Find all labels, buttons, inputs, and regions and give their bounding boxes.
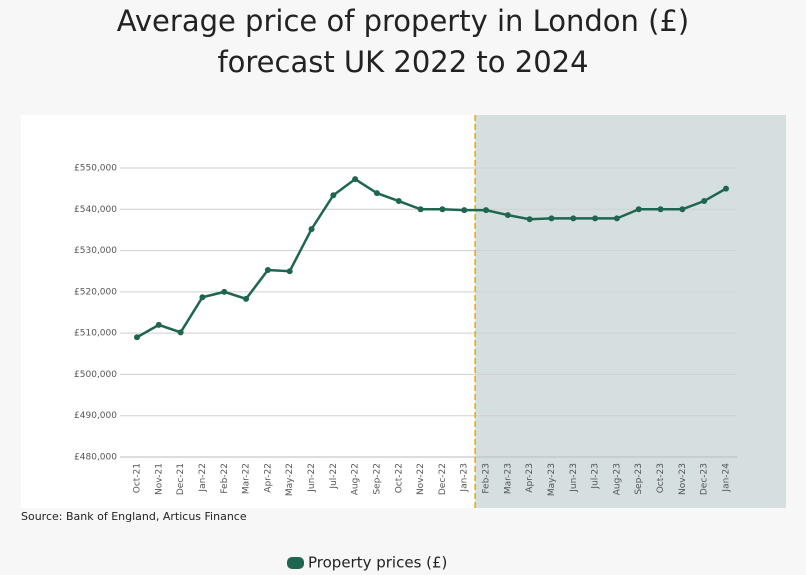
data-point — [155, 321, 162, 328]
x-tick-label: Jun-23 — [569, 463, 579, 493]
x-tick-label: Nov-22 — [416, 463, 426, 495]
x-tick-label: Nov-21 — [154, 463, 164, 495]
data-point — [243, 295, 250, 302]
chart-subtitle: forecast UK 2022 to 2024 — [217, 45, 588, 79]
x-tick-label: Dec-21 — [176, 463, 186, 495]
x-tick-label: Jul-22 — [329, 463, 339, 490]
x-tick-label: Mar-22 — [242, 463, 252, 494]
data-point — [526, 216, 533, 223]
x-tick-label: Jan-24 — [722, 463, 732, 493]
x-tick-label: Dec-23 — [700, 463, 710, 495]
data-point — [199, 294, 206, 301]
x-tick-label: Sep-22 — [372, 463, 382, 495]
x-tick-label: May-23 — [547, 463, 557, 496]
data-point — [221, 288, 228, 295]
data-point — [723, 185, 729, 192]
x-tick-label: Dec-22 — [438, 463, 448, 495]
x-tick-label: Feb-22 — [220, 463, 230, 494]
data-point — [504, 212, 511, 219]
data-point — [373, 190, 380, 197]
data-point — [264, 266, 271, 273]
price-line — [136, 177, 727, 339]
data-point — [395, 198, 402, 205]
x-tick-label: Mar-23 — [503, 463, 513, 494]
data-point — [679, 206, 686, 213]
data-point — [483, 207, 490, 214]
x-tick-label: Oct-21 — [133, 463, 143, 493]
data-point — [417, 206, 424, 213]
data-point — [592, 215, 599, 222]
y-tick-label: £500,000 — [74, 370, 117, 380]
data-point — [548, 215, 555, 222]
y-tick-label: £550,000 — [74, 164, 117, 174]
data-point — [286, 268, 293, 275]
data-point — [177, 329, 184, 336]
x-tick-label: Jul-23 — [591, 463, 601, 490]
y-tick-label: £510,000 — [74, 329, 117, 339]
x-tick-label: Feb-23 — [482, 463, 492, 494]
data-point — [657, 206, 664, 213]
x-tick-label: Nov-23 — [678, 463, 688, 495]
y-tick-label: £530,000 — [74, 246, 117, 256]
x-tick-label: May-22 — [285, 463, 295, 496]
x-tick-label: Sep-23 — [634, 463, 644, 495]
data-point — [352, 176, 359, 183]
y-tick-label: £480,000 — [74, 453, 117, 463]
x-tick-label: Jun-22 — [307, 463, 317, 493]
data-point — [570, 215, 577, 222]
y-tick-label: £520,000 — [74, 287, 117, 297]
source-note: Source: Bank of England, Articus Finance — [21, 510, 247, 523]
x-tick-label: Jan-23 — [460, 463, 470, 493]
x-tick-label: Aug-23 — [612, 463, 622, 495]
data-point — [134, 334, 140, 341]
data-point — [701, 198, 708, 205]
data-point — [330, 192, 337, 199]
legend-swatch — [287, 557, 304, 569]
x-tick-label: Jan-22 — [198, 463, 208, 493]
data-point — [613, 215, 620, 222]
y-tick-label: £490,000 — [74, 411, 117, 421]
x-tick-label: Oct-23 — [656, 463, 666, 493]
data-point — [635, 206, 642, 213]
x-tick-label: Oct-22 — [394, 463, 404, 493]
x-tick-label: Aug-22 — [351, 463, 361, 495]
chart-title: Average price of property in London (£) — [117, 4, 689, 38]
x-tick-label: Apr-22 — [263, 463, 273, 493]
forecast-region — [475, 115, 786, 508]
legend-label: Property prices (£) — [308, 554, 447, 572]
x-tick-label: Apr-23 — [525, 463, 535, 493]
y-tick-label: £540,000 — [74, 205, 117, 215]
data-point — [308, 226, 315, 233]
data-point — [461, 207, 468, 214]
data-point — [439, 206, 446, 213]
